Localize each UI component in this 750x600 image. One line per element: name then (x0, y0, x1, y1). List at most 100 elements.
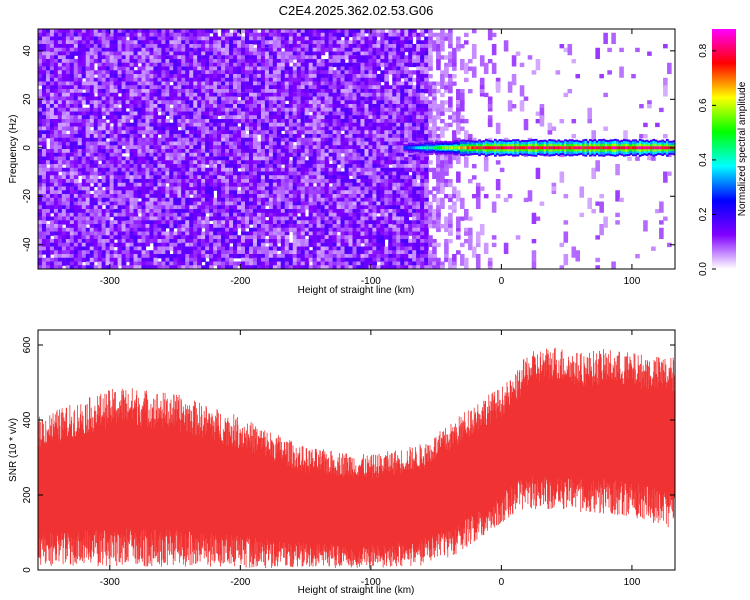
spectrogram-cell (129, 59, 135, 64)
spectrogram-cell (225, 44, 230, 49)
spectrogram-cell (93, 96, 99, 101)
spectrogram-cell (344, 156, 350, 161)
spectrogram-cell (364, 40, 370, 45)
spectrogram-cell (252, 81, 258, 86)
spectrogram-cell (221, 164, 226, 169)
spectrogram-cell (89, 186, 95, 191)
spectrogram-cell (260, 85, 266, 90)
spectrogram-cell (57, 194, 63, 199)
spectrogram-cell (189, 74, 194, 79)
spectrogram-cell (193, 119, 198, 124)
spectrogram-cell (61, 134, 67, 139)
spectrogram-cell (165, 246, 170, 251)
spectrogram-cell (209, 85, 214, 90)
spectrogram-cell (173, 74, 178, 79)
spectrogram-cell (356, 89, 362, 94)
spectrogram-cell (237, 92, 242, 98)
spectrogram-cell (312, 32, 318, 38)
spectrogram-cell (181, 104, 186, 109)
spectrogram-cell (304, 32, 310, 38)
spectrogram-cell (245, 149, 250, 154)
spectrogram-cell (153, 190, 159, 195)
spectrogram-cell (260, 239, 266, 244)
spectrogram-cell (245, 122, 250, 128)
spectrogram-cell (213, 130, 218, 135)
spectrogram-cell (133, 62, 139, 68)
spectrogram-cell (288, 186, 294, 191)
spectrogram-cell (165, 152, 170, 158)
spectrogram-cell (105, 145, 111, 150)
spectrogram-cell (77, 32, 83, 38)
spectrogram-cell (113, 197, 119, 203)
spectrogram-cell (336, 242, 342, 248)
spectrogram-cell (300, 212, 306, 218)
spectrogram-cell (53, 186, 59, 191)
spectrogram-cell (364, 167, 370, 173)
spectrogram-cell (185, 175, 190, 180)
spectrogram-cell (241, 212, 246, 218)
spectrogram-cell (312, 201, 318, 206)
spectrogram-cell (348, 209, 354, 214)
spectrogram-cell (237, 81, 242, 86)
spectrogram-cell (173, 126, 178, 138)
spectrogram-cell (332, 212, 338, 218)
spectrogram-cell (272, 152, 278, 158)
spectrogram-cell (304, 179, 310, 184)
spectrogram-cell (125, 115, 131, 120)
spectrogram-cell (185, 32, 190, 38)
spectrogram-cell (145, 81, 151, 86)
spectrogram-cell (169, 74, 174, 79)
spectrogram-cell (41, 126, 47, 131)
spectrogram-cell (360, 257, 366, 263)
spectrogram-cell (249, 239, 254, 244)
spectrogram-cell (217, 51, 222, 56)
spectrogram-cell (201, 265, 206, 269)
spectrogram-cell (153, 29, 159, 34)
spectrogram-cell (165, 59, 170, 64)
spectrogram-cell (109, 149, 115, 154)
spectrogram-cell (173, 32, 178, 38)
spectrogram-cell (252, 179, 258, 184)
spectrogram-cell (45, 209, 51, 214)
spectrogram-cell (268, 231, 274, 236)
spectrogram-cell (336, 40, 342, 45)
spectrogram-cell (53, 55, 59, 60)
spectrogram-cell (153, 209, 159, 214)
spectrogram-cell (340, 149, 346, 154)
spectrogram-cell (264, 29, 270, 34)
spectrogram-cell (85, 182, 91, 188)
spectrogram-cell (85, 190, 91, 195)
spectrogram-cell (213, 66, 218, 71)
spectrogram-cell (249, 231, 254, 236)
spectrogram-cell (324, 197, 330, 203)
spectrogram-cell (73, 216, 79, 221)
spectrogram-cell (185, 66, 190, 71)
spectrogram-cell (57, 190, 63, 195)
spectrogram-cell (57, 137, 63, 143)
spectrogram-cell (49, 224, 55, 236)
spectrogram-cell (53, 62, 59, 68)
spectrogram-cell (193, 265, 198, 269)
spectrogram-cell (348, 130, 354, 135)
spectrogram-cell (49, 55, 55, 60)
spectrogram-cell (61, 70, 67, 75)
spectrogram-cell (38, 51, 43, 56)
spectrogram-cell (276, 212, 282, 218)
spectrogram-cell (213, 250, 218, 255)
spectrogram-cell (41, 239, 47, 244)
spectrogram-cell (161, 44, 166, 49)
spectrogram-cell (296, 220, 302, 225)
spectrogram-cell (356, 145, 362, 150)
spectrogram-cell (233, 115, 238, 120)
spectrogram-cell (73, 119, 79, 124)
spectrogram-cell (225, 51, 230, 56)
spectrogram-cell (129, 160, 135, 165)
spectrogram-cell (296, 182, 302, 188)
spectrogram-cell (336, 257, 342, 263)
spectrogram-cell (300, 194, 306, 199)
spectrogram-cell (65, 182, 71, 188)
spectrogram-cell (137, 74, 143, 79)
spectrogram-cell (53, 242, 59, 254)
spectrogram-cell (360, 171, 366, 176)
spectrogram-cell (145, 32, 151, 44)
